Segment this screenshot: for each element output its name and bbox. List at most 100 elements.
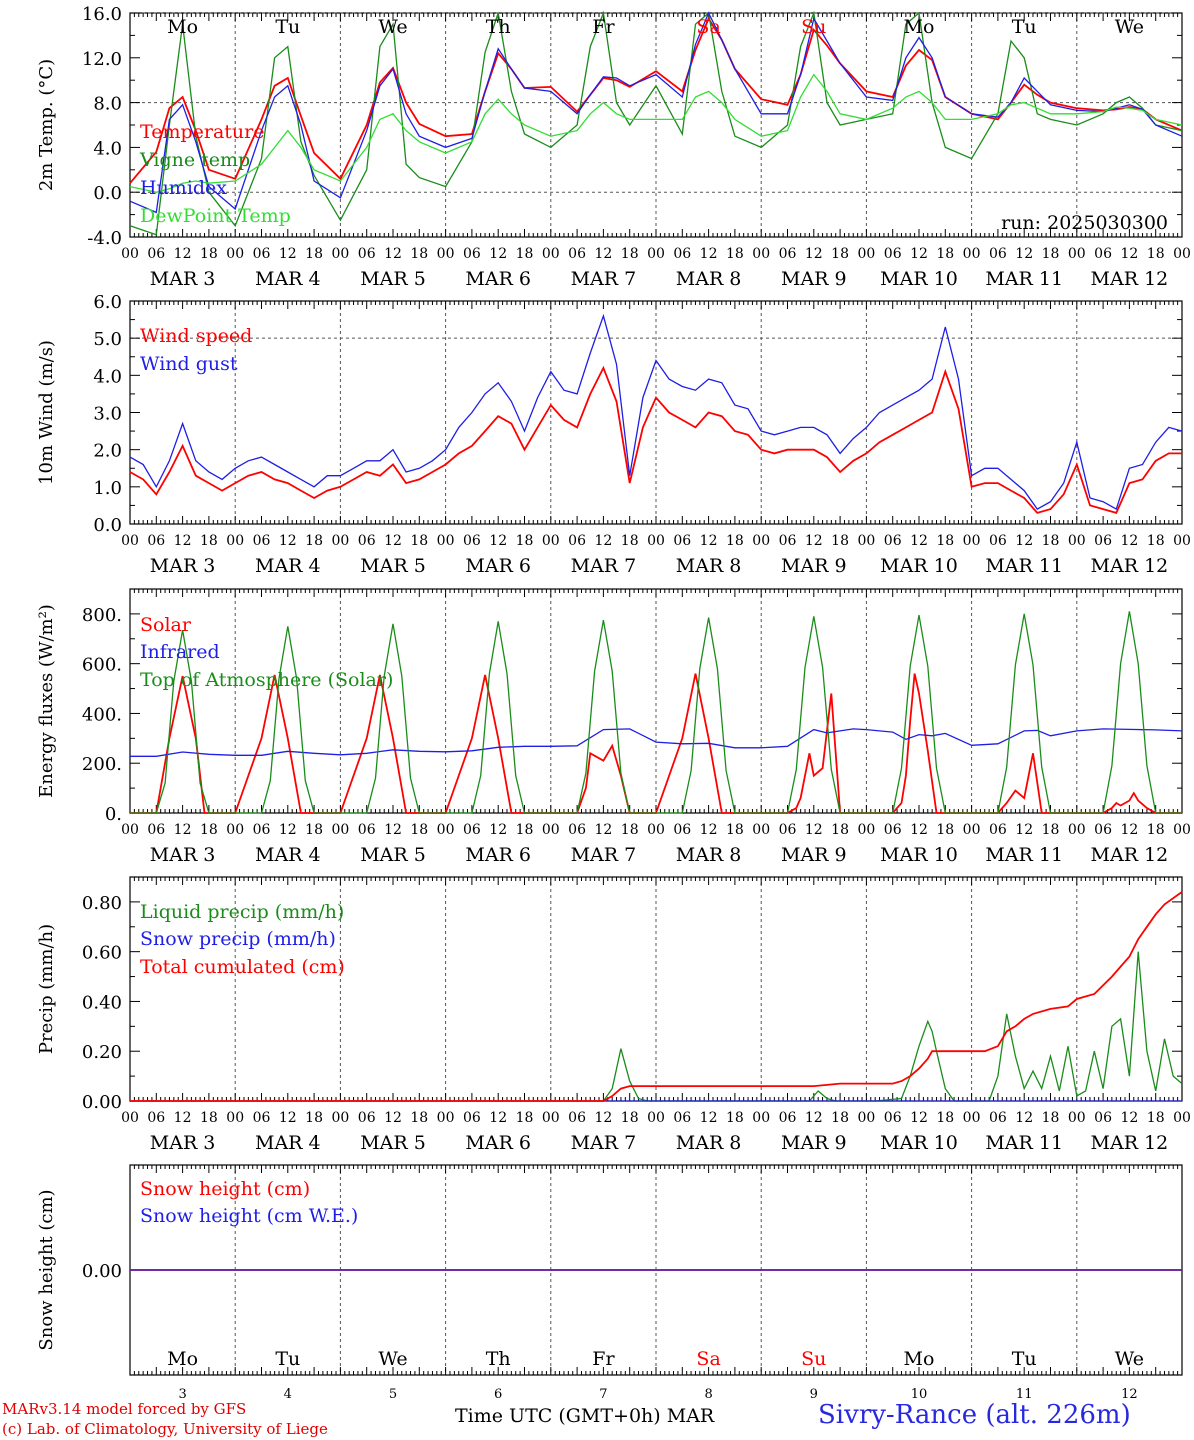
hour-label: 00 (857, 1110, 875, 1126)
hour-label: 06 (1094, 246, 1112, 262)
weekday-label: We (378, 16, 407, 38)
hour-label: 18 (1042, 822, 1060, 838)
legend-entry: Liquid precip (mm/h) (140, 901, 344, 923)
hour-label: 12 (384, 822, 402, 838)
hour-label: 00 (226, 533, 244, 549)
hour-label: 18 (726, 822, 744, 838)
y-axis-label: 2m Temp. (°C) (36, 59, 57, 191)
hour-label: 06 (147, 533, 165, 549)
hour-label: 12 (384, 246, 402, 262)
hour-label: 12 (910, 246, 928, 262)
date-label: MAR 4 (255, 844, 321, 866)
y-tick-label: 0.00 (82, 1261, 122, 1282)
hour-label: 00 (121, 246, 139, 262)
date-label: MAR 4 (255, 268, 321, 290)
hour-label: 12 (1015, 822, 1033, 838)
hour-label: 06 (673, 1110, 691, 1126)
hour-label: 00 (121, 1110, 139, 1126)
date-label: MAR 11 (985, 844, 1063, 866)
hour-label: 00 (331, 533, 349, 549)
weekday-label: Tu (275, 1348, 300, 1370)
hour-label: 18 (1042, 246, 1060, 262)
date-label: MAR 5 (360, 555, 426, 577)
weekday-label: We (1115, 16, 1144, 38)
hour-label: 12 (700, 1110, 718, 1126)
hour-label: 06 (358, 1110, 376, 1126)
day-number: 10 (911, 1387, 928, 1402)
date-label: MAR 11 (985, 268, 1063, 290)
hour-label: 18 (936, 246, 954, 262)
legend-entry: DewPoint Temp (140, 205, 291, 227)
hour-label: 06 (463, 533, 481, 549)
hour-label: 00 (542, 1110, 560, 1126)
y-tick-label: 1.0 (93, 478, 122, 499)
hour-label: 00 (121, 533, 139, 549)
date-label: MAR 9 (781, 1132, 847, 1154)
station-title: Sivry-Rance (alt. 226m) (818, 1400, 1131, 1430)
day-number: 6 (494, 1387, 502, 1402)
date-label: MAR 9 (781, 844, 847, 866)
hour-label: 06 (673, 533, 691, 549)
date-label: MAR 8 (676, 844, 742, 866)
series-line (130, 673, 1182, 814)
y-axis-label: Precip (mm/h) (36, 924, 57, 1054)
hour-label: 00 (1068, 533, 1086, 549)
legend-entry: Snow height (cm) (140, 1178, 310, 1200)
hour-label: 06 (568, 246, 586, 262)
hour-label: 00 (963, 822, 981, 838)
hour-label: 18 (1042, 533, 1060, 549)
hour-label: 00 (647, 533, 665, 549)
hour-label: 00 (542, 533, 560, 549)
hour-label: 18 (831, 533, 849, 549)
panel-precip (129, 876, 1183, 1102)
hour-label: 12 (489, 822, 507, 838)
hour-label: 06 (253, 533, 271, 549)
y-tick-label: 0.60 (82, 943, 122, 964)
hour-label: 18 (726, 246, 744, 262)
hour-label: 00 (647, 822, 665, 838)
series-line (129, 365, 1182, 514)
y-tick-label: 6.0 (93, 292, 122, 313)
hour-label: 00 (331, 822, 349, 838)
panel-snow (129, 1164, 1183, 1376)
hour-label: 12 (1015, 533, 1033, 549)
legend-entry: Humidex (140, 177, 227, 199)
date-label: MAR 12 (1091, 1132, 1169, 1154)
date-label: MAR 5 (360, 844, 426, 866)
hour-label: 00 (437, 822, 455, 838)
y-tick-label: 400. (82, 704, 122, 725)
date-label: MAR 8 (676, 268, 742, 290)
hour-label: 00 (857, 822, 875, 838)
date-label: MAR 5 (360, 268, 426, 290)
y-tick-label: 12.0 (82, 49, 122, 70)
hour-label: 06 (253, 1110, 271, 1126)
date-label: MAR 3 (150, 844, 216, 866)
legend-entry: Solar (140, 614, 192, 636)
hour-label: 18 (1147, 1110, 1165, 1126)
hour-label: 06 (673, 822, 691, 838)
series-line (129, 10, 1183, 236)
hour-label: 12 (594, 246, 612, 262)
hour-label: 18 (200, 1110, 218, 1126)
day-number: 7 (599, 1387, 607, 1402)
hour-label: 12 (384, 1110, 402, 1126)
weekday-label: We (378, 1348, 407, 1370)
day-number: 12 (1121, 1387, 1138, 1402)
hour-label: 12 (174, 246, 192, 262)
model-credit: MARv3.14 model forced by GFS (2, 1400, 247, 1418)
y-tick-label: 0.80 (82, 893, 122, 914)
date-label: MAR 4 (255, 1132, 321, 1154)
hour-label: 06 (1094, 533, 1112, 549)
date-label: MAR 10 (880, 268, 958, 290)
run-label: run: 2025030300 (1001, 212, 1168, 234)
hour-label: 18 (621, 533, 639, 549)
hour-label: 18 (936, 1110, 954, 1126)
series-line (129, 73, 1183, 193)
weekday-label: Th (486, 16, 511, 38)
x-axis-label: Time UTC (GMT+0h) MAR (455, 1405, 714, 1427)
hour-label: 18 (621, 246, 639, 262)
hour-label: 06 (989, 246, 1007, 262)
hour-label: 18 (1147, 533, 1165, 549)
hour-label: 00 (226, 1110, 244, 1126)
date-label: MAR 3 (150, 555, 216, 577)
